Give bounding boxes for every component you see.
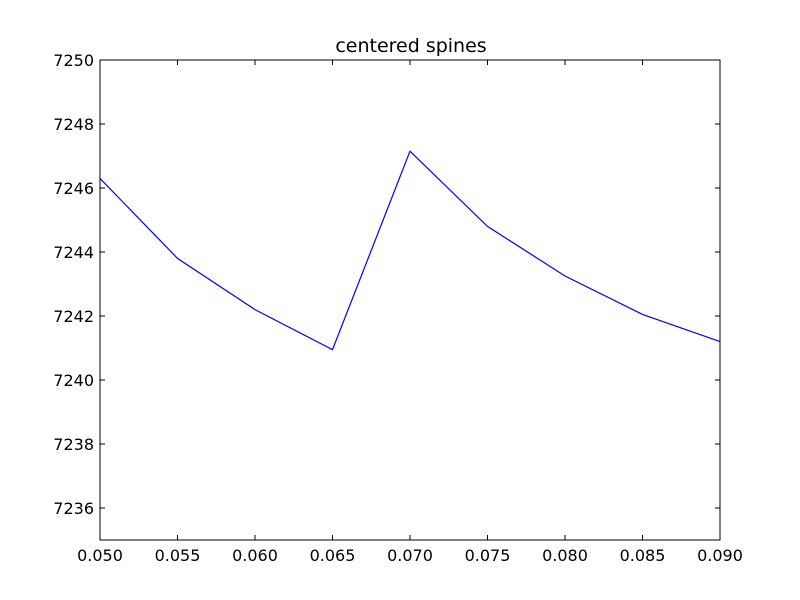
- y-tick-label: 7250: [53, 51, 94, 70]
- axis-tick-labels: 0.050 0.055 0.060 0.065 0.070 0.075 0.080 0.085…: [53, 51, 743, 565]
- y-tick-label: 7248: [53, 115, 94, 134]
- y-tick-label: 7236: [53, 499, 94, 518]
- x-tick-label: 0.085: [620, 546, 666, 565]
- x-tick-label: 0.065: [310, 546, 356, 565]
- series-line-0: [99, 150, 721, 351]
- x-tick-label: 0.060: [232, 546, 278, 565]
- y-tick-label: 7246: [53, 179, 94, 198]
- x-tick-label: 0.070: [387, 546, 433, 565]
- chart-title: centered spines: [335, 35, 486, 57]
- x-tick-label: 0.090: [697, 546, 743, 565]
- y-tick-label: 7238: [53, 435, 94, 454]
- y-tick-label: 7244: [53, 243, 94, 262]
- y-tick-label: 7242: [53, 307, 94, 326]
- x-tick-label: 0.075: [465, 546, 511, 565]
- axes-frame: [99, 59, 721, 541]
- x-tick-label: 0.080: [542, 546, 588, 565]
- series-group: [99, 150, 721, 351]
- x-tick-label: 0.050: [77, 546, 123, 565]
- x-tick-label: 0.055: [155, 546, 201, 565]
- y-tick-label: 7240: [53, 371, 94, 390]
